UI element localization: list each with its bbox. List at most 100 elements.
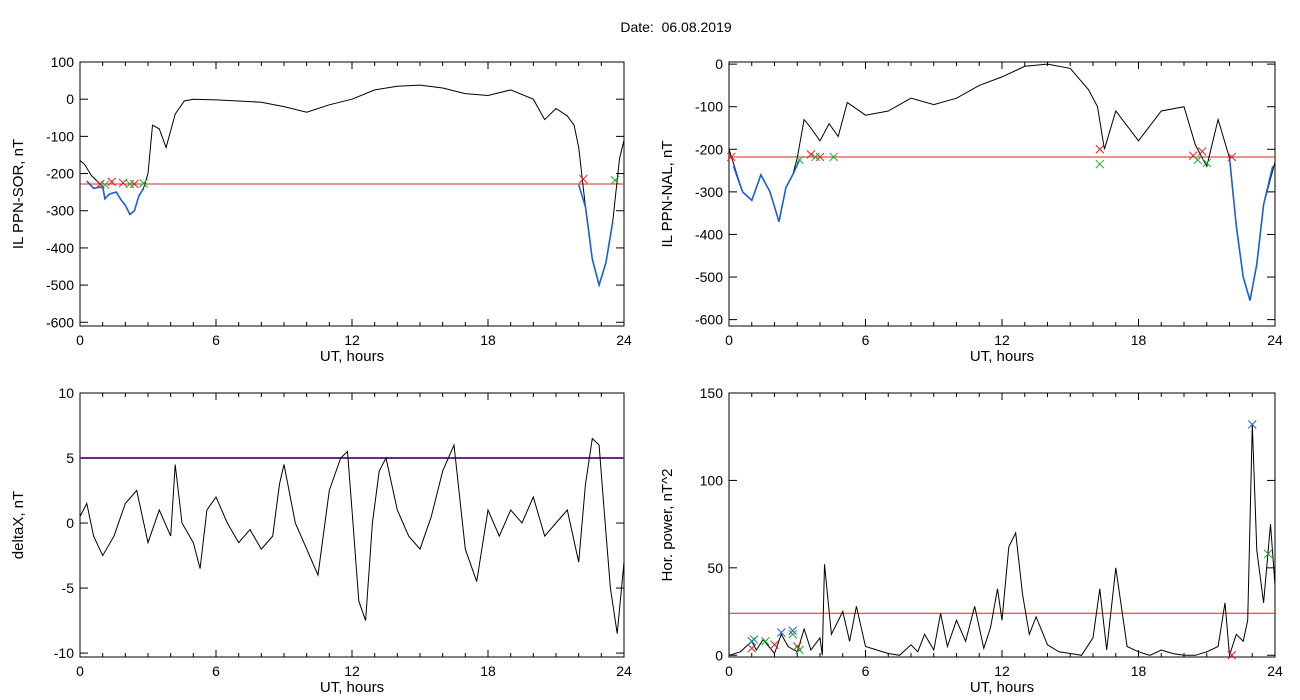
marker-red-stroke-b xyxy=(578,174,588,184)
marker-green xyxy=(125,179,135,189)
panel-4: 0 6 12 18 24 150 100 50 0 UT, hours Hor. power, nT… xyxy=(659,385,1283,696)
marker-green xyxy=(788,629,798,639)
marker-green-stroke-b xyxy=(125,179,135,189)
marker-green xyxy=(795,645,804,655)
x-tick-label: 12 xyxy=(994,663,1010,679)
panel-1: 0 6 12 18 24 100 0 -100 -200 -300 -400 -500 -600 UT, … xyxy=(10,54,632,365)
y-tick-label: 0 xyxy=(715,56,723,72)
x-tick-label: 6 xyxy=(862,332,870,348)
marker-red-stroke-b xyxy=(1188,151,1198,161)
x-tick-label: 6 xyxy=(212,663,220,679)
x-tick-label: 12 xyxy=(994,332,1010,348)
marker-green-stroke-b xyxy=(829,152,839,162)
marker-green xyxy=(811,152,820,162)
series-line-3 xyxy=(1228,157,1274,301)
marker-red-stroke-b xyxy=(1095,144,1105,154)
y-axis-label: deltaX, nT xyxy=(10,491,27,559)
marker-blue xyxy=(747,636,757,646)
marker-green-stroke-b xyxy=(1095,159,1105,169)
marker-red xyxy=(1227,152,1237,162)
x-tick-label: 12 xyxy=(344,332,360,348)
marker-red xyxy=(815,152,825,162)
x-axis-label: UT, hours xyxy=(320,679,384,696)
marker-red xyxy=(1095,144,1105,154)
y-tick-label: -600 xyxy=(46,314,74,330)
marker-green-stroke-b xyxy=(610,175,620,185)
marker-red-stroke-b xyxy=(770,640,779,650)
marker-green-stroke-b xyxy=(811,152,820,162)
page-title: Date: 06.08.2019 xyxy=(620,19,732,35)
plot-frame-3 xyxy=(79,392,625,658)
y-axis-label: IL PPN-NAL, nT xyxy=(659,141,676,248)
marker-green xyxy=(1263,549,1273,559)
y-tick-label: 10 xyxy=(58,385,74,401)
series-line-3 xyxy=(577,184,614,289)
panel-3: 0 6 12 18 24 10 5 0 -5 -10 UT, hours deltaX, nT xyxy=(10,385,632,696)
x-axis-label: UT, hours xyxy=(970,348,1034,365)
marker-green-stroke-b xyxy=(1263,549,1273,559)
marker-red xyxy=(726,152,736,162)
series-line-2 xyxy=(86,180,145,216)
marker-red-stroke-b xyxy=(806,150,816,159)
marker-green xyxy=(1193,155,1203,165)
x-tick-label: 18 xyxy=(480,332,496,348)
marker-red xyxy=(806,150,816,159)
series-line-2 xyxy=(732,159,801,222)
y-axis-label: Hor. power, nT^2 xyxy=(659,469,676,582)
y-tick-label: -600 xyxy=(695,312,723,328)
x-tick-label: 24 xyxy=(1267,332,1283,348)
plot-frame-2 xyxy=(728,61,1276,327)
marker-red-stroke-b xyxy=(96,179,105,189)
marker-green xyxy=(1095,159,1105,169)
marker-red xyxy=(1227,650,1237,660)
marker-green-stroke-b xyxy=(795,645,804,655)
marker-blue xyxy=(1247,420,1257,429)
marker-red xyxy=(107,177,117,187)
x-tick-label: 18 xyxy=(480,663,496,679)
y-axis-label: IL PPN-SOR, nT xyxy=(10,139,27,249)
marker-red xyxy=(770,640,779,650)
marker-green-stroke-b xyxy=(139,178,148,188)
y-tick-label: -500 xyxy=(695,269,723,285)
y-tick-label: -200 xyxy=(46,166,74,182)
marker-green xyxy=(139,178,148,188)
marker-green-stroke-b xyxy=(795,155,804,165)
marker-green-stroke-b xyxy=(761,636,770,646)
x-tick-label: 24 xyxy=(616,663,632,679)
marker-red-stroke-b xyxy=(747,643,757,653)
y-tick-label: 100 xyxy=(51,54,75,70)
marker-green-stroke-b xyxy=(100,180,110,190)
y-tick-label: -300 xyxy=(46,203,74,219)
plot-frame-1 xyxy=(79,61,625,327)
marker-blue-stroke-b xyxy=(776,628,786,637)
marker-blue-stroke-b xyxy=(1247,420,1257,429)
x-axis-label: UT, hours xyxy=(320,348,384,365)
series-line-1 xyxy=(728,63,1276,301)
marker-red-stroke-b xyxy=(107,177,117,187)
marker-red xyxy=(578,174,588,184)
marker-green-stroke-b xyxy=(1202,158,1212,168)
y-tick-label: 100 xyxy=(700,472,724,488)
marker-green xyxy=(610,175,620,185)
x-axis-label: UT, hours xyxy=(970,679,1034,696)
x-tick-label: 6 xyxy=(862,663,870,679)
x-tick-label: 6 xyxy=(212,332,220,348)
y-tick-label: 5 xyxy=(66,450,74,466)
marker-red xyxy=(1197,147,1207,156)
marker-green xyxy=(1202,158,1212,168)
y-tick-label: -100 xyxy=(46,128,74,144)
x-tick-label: 12 xyxy=(344,663,360,679)
y-tick-label: 0 xyxy=(66,91,74,107)
y-tick-label: -200 xyxy=(695,141,723,157)
marker-red-stroke-b xyxy=(1227,650,1237,660)
series-line-1 xyxy=(79,84,625,287)
y-tick-label: 150 xyxy=(700,385,724,401)
marker-blue-stroke-b xyxy=(747,636,757,646)
marker-green xyxy=(761,636,770,646)
marker-green xyxy=(100,180,110,190)
series-line-1 xyxy=(728,424,1276,656)
y-tick-label: -400 xyxy=(46,240,74,256)
y-tick-label: -400 xyxy=(695,226,723,242)
y-tick-label: 0 xyxy=(715,647,723,663)
